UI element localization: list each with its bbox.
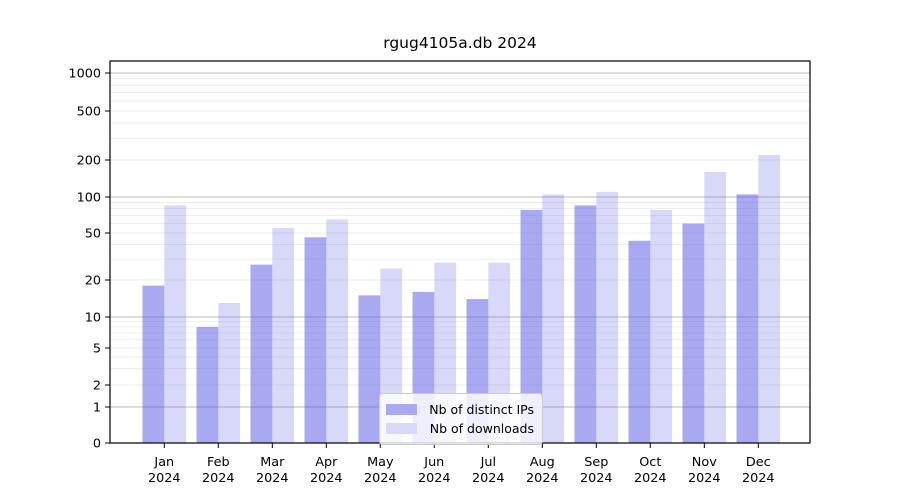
bar-downloads-jan (164, 205, 187, 443)
y-tick-label-50: 50 (85, 226, 101, 241)
bar-downloads-dec (758, 154, 781, 444)
bar-distinct-ips-aug (520, 209, 543, 443)
bar-downloads-mar (272, 228, 295, 443)
bar-downloads-sep (596, 191, 619, 443)
bar-distinct-ips-nov (682, 223, 705, 443)
x-tick-label-year-apr: 2024 (310, 471, 343, 486)
x-tick-label-year-oct: 2024 (634, 471, 667, 486)
y-tick-label-500: 500 (77, 104, 101, 119)
bar-distinct-ips-jan (142, 285, 165, 443)
y-tick-label-20: 20 (85, 273, 101, 288)
x-tick-label-year-may: 2024 (364, 471, 397, 486)
x-tick-label-month-mar: Mar (260, 455, 285, 470)
x-tick-label-month-feb: Feb (207, 455, 230, 470)
x-tick-label-month-jan: Jan (153, 455, 174, 470)
x-tick-label-month-oct: Oct (639, 455, 661, 470)
x-axis: Jan2024Feb2024Mar2024Apr2024May2024Jun20… (148, 443, 775, 486)
x-tick-label-month-nov: Nov (692, 455, 717, 470)
bar-distinct-ips-apr (304, 237, 327, 443)
x-tick-label-month-jun: Jun (423, 455, 444, 470)
legend-swatch-distinct-ips-icon (386, 403, 417, 415)
legend-item-downloads: Nb of downloads (386, 419, 534, 437)
legend-label-distinct-ips: Nb of distinct IPs (429, 401, 534, 417)
x-tick-label-month-sep: Sep (584, 455, 608, 470)
bar-distinct-ips-feb (196, 326, 219, 443)
x-tick-label-year-jun: 2024 (418, 471, 451, 486)
y-tick-label-2: 2 (93, 378, 101, 393)
x-tick-label-month-apr: Apr (315, 455, 338, 470)
chart-title: rgug4105a.db 2024 (383, 34, 537, 52)
bar-distinct-ips-oct (628, 240, 651, 443)
bar-distinct-ips-sep (574, 205, 597, 443)
y-tick-label-10: 10 (85, 310, 101, 325)
bar-distinct-ips-mar (250, 264, 273, 443)
y-tick-label-100: 100 (77, 190, 101, 205)
y-tick-label-0: 0 (93, 436, 101, 451)
x-tick-label-year-aug: 2024 (526, 471, 559, 486)
legend-label-downloads: Nb of downloads (429, 420, 534, 436)
x-tick-label-year-nov: 2024 (688, 471, 721, 486)
bar-downloads-oct (650, 209, 673, 443)
bar-downloads-nov (704, 171, 727, 443)
x-tick-label-year-jan: 2024 (148, 471, 181, 486)
y-tick-label-5: 5 (93, 341, 101, 356)
bar-downloads-feb (218, 302, 241, 443)
bar-downloads-apr (326, 219, 349, 443)
bar-distinct-ips-dec (736, 194, 759, 443)
y-tick-label-1000: 1000 (68, 66, 101, 81)
x-tick-label-year-jul: 2024 (472, 471, 505, 486)
legend-item-distinct-ips: Nb of distinct IPs (386, 400, 534, 418)
x-tick-label-month-aug: Aug (530, 455, 555, 470)
x-tick-label-year-sep: 2024 (580, 471, 613, 486)
x-tick-label-year-dec: 2024 (742, 471, 775, 486)
x-tick-label-year-feb: 2024 (202, 471, 235, 486)
bar-distinct-ips-may (358, 295, 381, 443)
y-axis: 0 1 2 5 10 20 50 100 200 500 1000 (68, 66, 110, 451)
legend: Nb of distinct IPs Nb of downloads (379, 393, 543, 445)
y-tick-label-1: 1 (93, 400, 101, 415)
x-tick-label-month-may: May (367, 455, 394, 470)
y-tick-label-200: 200 (77, 153, 101, 168)
legend-swatch-downloads-icon (386, 422, 417, 434)
bar-downloads-aug (542, 194, 565, 443)
x-tick-label-year-mar: 2024 (256, 471, 289, 486)
x-tick-label-month-jul: Jul (480, 455, 496, 470)
x-tick-label-month-dec: Dec (746, 455, 771, 470)
